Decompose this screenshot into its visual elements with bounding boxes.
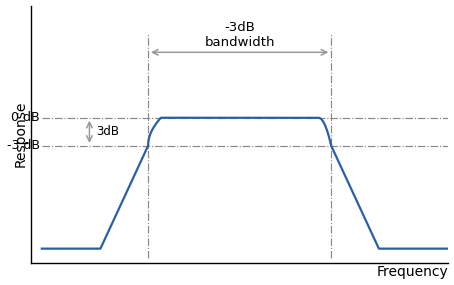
Text: -3 dB: -3 dB	[7, 139, 40, 152]
Text: 3dB: 3dB	[96, 125, 119, 138]
Text: bandwidth: bandwidth	[204, 36, 275, 50]
Text: 0 dB: 0 dB	[11, 111, 40, 124]
Y-axis label: Response: Response	[14, 101, 28, 167]
X-axis label: Frequency: Frequency	[377, 265, 449, 280]
Text: -3dB: -3dB	[224, 21, 255, 34]
